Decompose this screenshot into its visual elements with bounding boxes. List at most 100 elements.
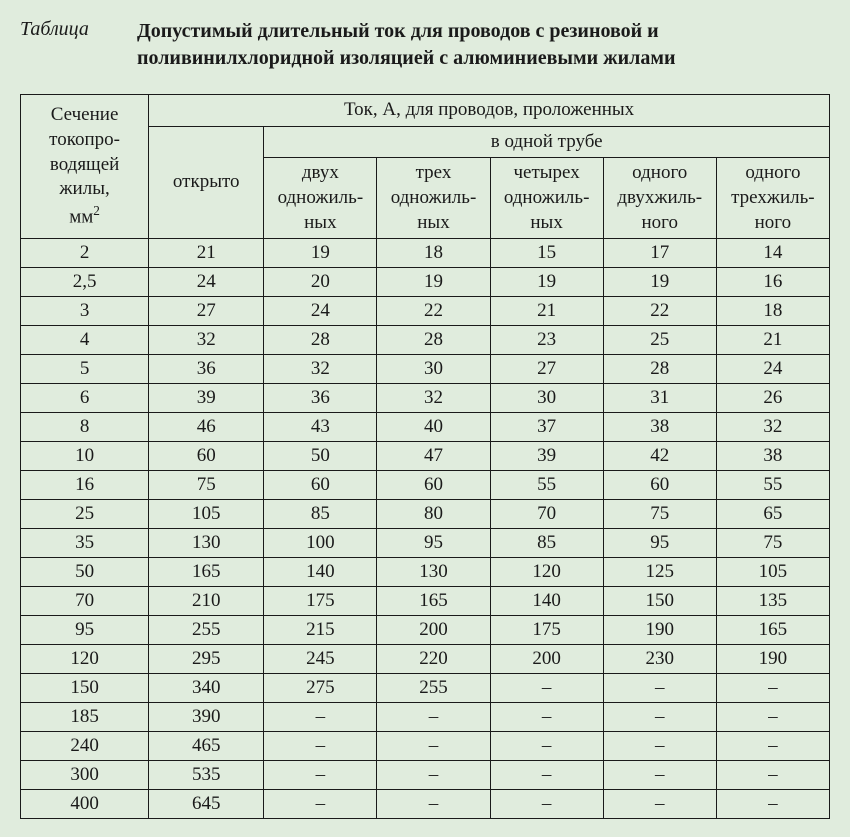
table-cell: 175 — [490, 616, 603, 645]
col-header-three-single: трех одножиль- ных — [377, 158, 490, 239]
table-cell: 47 — [377, 442, 490, 471]
table-cell: 210 — [149, 587, 264, 616]
table-cell: 30 — [490, 384, 603, 413]
table-cell: 28 — [603, 355, 716, 384]
table-cell: – — [716, 703, 829, 732]
table-cell: 390 — [149, 703, 264, 732]
table-label: Таблица — [20, 18, 89, 41]
table-cell: 43 — [264, 413, 377, 442]
table-row: 120295245220200230190 — [21, 645, 830, 674]
table-cell: 36 — [149, 355, 264, 384]
table-cell: 95 — [603, 529, 716, 558]
table-cell: 125 — [603, 558, 716, 587]
table-cell: 36 — [264, 384, 377, 413]
table-cell: 32 — [377, 384, 490, 413]
table-cell: – — [490, 761, 603, 790]
table-cell: 18 — [716, 297, 829, 326]
table-cell: 165 — [149, 558, 264, 587]
table-row: 50165140130120125105 — [21, 558, 830, 587]
table-row: 10605047394238 — [21, 442, 830, 471]
table-cell: 40 — [377, 413, 490, 442]
table-cell: 105 — [716, 558, 829, 587]
table-cell: – — [490, 674, 603, 703]
col-header-open: открыто — [149, 126, 264, 239]
table-cell: 60 — [149, 442, 264, 471]
table-row: 251058580707565 — [21, 500, 830, 529]
table-cell: – — [603, 790, 716, 819]
table-cell: 120 — [490, 558, 603, 587]
table-row: 240465––––– — [21, 732, 830, 761]
table-cell: – — [377, 761, 490, 790]
table-cell: 275 — [264, 674, 377, 703]
table-cell: 165 — [377, 587, 490, 616]
table-row: 4322828232521 — [21, 326, 830, 355]
table-cell: 70 — [21, 587, 149, 616]
table-cell: 150 — [603, 587, 716, 616]
table-cell: – — [264, 790, 377, 819]
table-cell: 6 — [21, 384, 149, 413]
table-cell: – — [264, 732, 377, 761]
table-row: 95255215200175190165 — [21, 616, 830, 645]
table-cell: 24 — [716, 355, 829, 384]
table-cell: 37 — [490, 413, 603, 442]
table-row: 5363230272824 — [21, 355, 830, 384]
table-cell: – — [264, 703, 377, 732]
table-row: 8464340373832 — [21, 413, 830, 442]
table-cell: 27 — [490, 355, 603, 384]
table-cell: 21 — [716, 326, 829, 355]
table-cell: 190 — [716, 645, 829, 674]
table-cell: 645 — [149, 790, 264, 819]
table-cell: 215 — [264, 616, 377, 645]
table-cell: 32 — [149, 326, 264, 355]
table-cell: – — [490, 732, 603, 761]
table-cell: 26 — [716, 384, 829, 413]
table-cell: 60 — [603, 471, 716, 500]
table-cell: 120 — [21, 645, 149, 674]
table-row: 185390––––– — [21, 703, 830, 732]
table-cell: 135 — [716, 587, 829, 616]
table-cell: 22 — [603, 297, 716, 326]
table-cell: 130 — [377, 558, 490, 587]
table-cell: 28 — [264, 326, 377, 355]
table-cell: 75 — [149, 471, 264, 500]
table-cell: – — [603, 703, 716, 732]
table-cell: 2,5 — [21, 268, 149, 297]
table-cell: 15 — [490, 239, 603, 268]
table-cell: 400 — [21, 790, 149, 819]
table-cell: 50 — [264, 442, 377, 471]
table-cell: 465 — [149, 732, 264, 761]
table-cell: 46 — [149, 413, 264, 442]
table-cell: 55 — [716, 471, 829, 500]
table-cell: 80 — [377, 500, 490, 529]
table-row: 2211918151714 — [21, 239, 830, 268]
table-cell: 300 — [21, 761, 149, 790]
table-cell: 25 — [603, 326, 716, 355]
table-cell: 23 — [490, 326, 603, 355]
table-cell: 50 — [21, 558, 149, 587]
table-cell: – — [716, 732, 829, 761]
table-cell: 39 — [490, 442, 603, 471]
table-cell: 295 — [149, 645, 264, 674]
table-cell: 42 — [603, 442, 716, 471]
table-cell: 200 — [490, 645, 603, 674]
table-cell: 100 — [264, 529, 377, 558]
table-cell: 60 — [264, 471, 377, 500]
table-cell: 140 — [490, 587, 603, 616]
table-cell: 230 — [603, 645, 716, 674]
table-title: Допустимый длительный ток для проводов с… — [137, 18, 777, 72]
col-header-two-single: двух одножиль- ных — [264, 158, 377, 239]
table-cell: 535 — [149, 761, 264, 790]
table-cell: – — [716, 674, 829, 703]
table-cell: 19 — [490, 268, 603, 297]
table-cell: 31 — [603, 384, 716, 413]
table-cell: 3 — [21, 297, 149, 326]
table-cell: 17 — [603, 239, 716, 268]
col-header-one-two: одного двухжиль- ного — [603, 158, 716, 239]
table-cell: 85 — [264, 500, 377, 529]
table-cell: 16 — [716, 268, 829, 297]
table-cell: 175 — [264, 587, 377, 616]
table-cell: 20 — [264, 268, 377, 297]
col-header-current: Ток, А, для проводов, проложенных — [149, 95, 830, 127]
table-cell: 21 — [490, 297, 603, 326]
table-cell: – — [377, 703, 490, 732]
